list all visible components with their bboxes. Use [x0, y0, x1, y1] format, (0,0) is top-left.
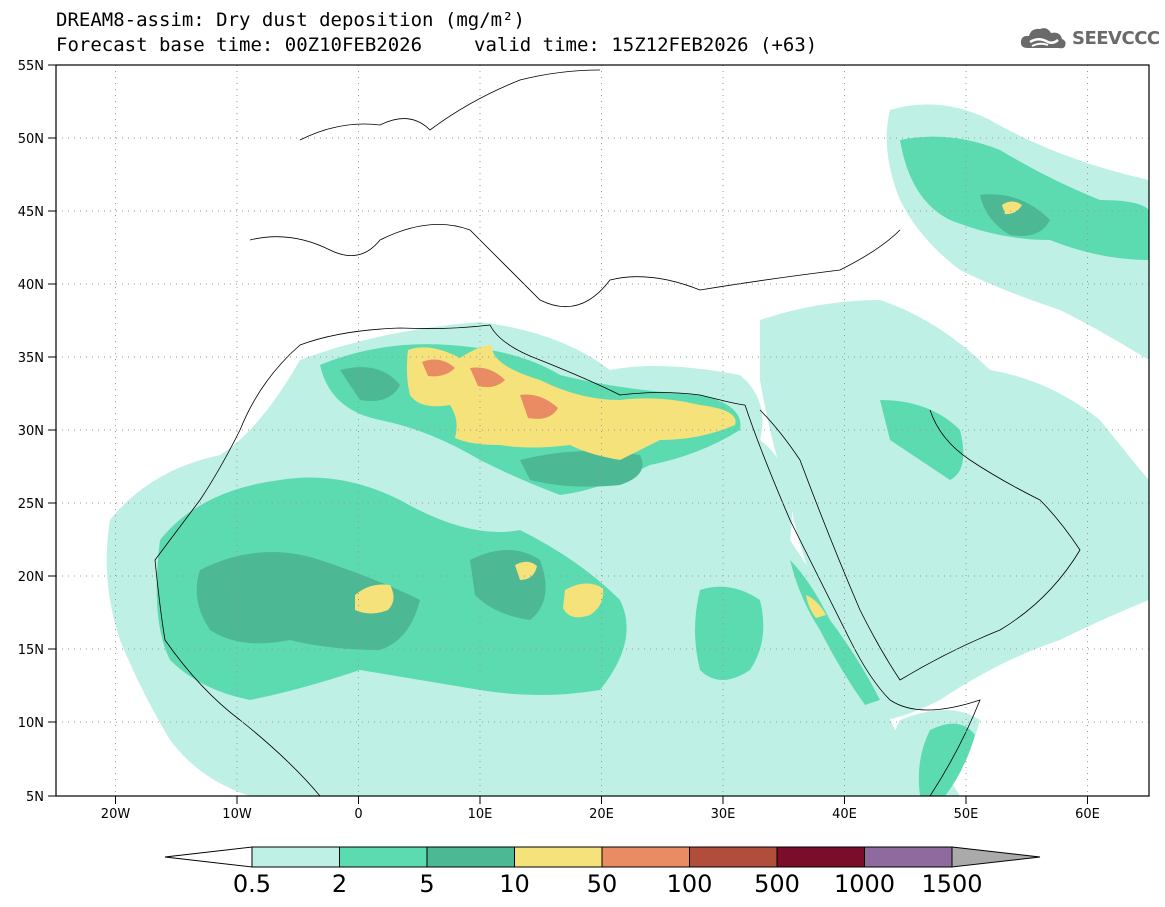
axis-ticks — [48, 64, 1088, 804]
field-l5-algeria — [422, 359, 455, 377]
map-title: DREAM8-assim: Dry dust deposition (mg/m²… — [56, 9, 525, 31]
field-l4-eritrea — [806, 595, 826, 618]
lon-label: 20W — [101, 807, 131, 822]
cloud-icon — [1020, 28, 1066, 49]
field-l3-caspian — [980, 194, 1050, 236]
dust-field — [106, 104, 1149, 796]
lon-label: 0 — [354, 807, 362, 822]
field-l3-west-africa — [196, 552, 420, 650]
colorbar-label: 50 — [587, 870, 618, 898]
colorbar-segment — [689, 846, 778, 868]
lat-label: 50N — [18, 132, 44, 147]
colorbar-label: 100 — [667, 870, 713, 898]
colorbar-segment — [426, 846, 515, 868]
colorbar: 0.5 2 5 10 50 100 500 1000 1500 — [164, 846, 1041, 898]
lon-label: 10W — [222, 807, 252, 822]
colorbar-label: 0.5 — [233, 870, 271, 898]
lat-label: 15N — [18, 643, 44, 658]
coast-europe — [249, 224, 901, 307]
colorbar-label: 10 — [499, 870, 530, 898]
coast-north-africa — [239, 324, 746, 431]
lat-label: 30N — [18, 424, 44, 439]
colorbar-segment — [601, 846, 690, 868]
field-l2-sudan — [695, 586, 764, 680]
colorbar-label: 5 — [419, 870, 434, 898]
lon-label: 10E — [468, 807, 493, 822]
coast-horn — [889, 699, 981, 796]
field-l5-libya — [470, 367, 505, 388]
field-l2-red-sea — [790, 560, 880, 705]
seevccc-logo: SEEVCCC — [1018, 24, 1160, 52]
coast-europe-north — [299, 69, 601, 141]
base-time: Forecast base time: 00Z10FEB2026 — [56, 34, 423, 56]
field-l3-algeria — [340, 367, 400, 401]
colorbar-label: 1000 — [834, 870, 895, 898]
colorbar-segment — [339, 846, 428, 868]
lat-label: 55N — [18, 59, 44, 74]
coast-arabia — [759, 409, 1081, 681]
field-l4-chad-north — [515, 561, 537, 580]
lat-label: 20N — [18, 570, 44, 585]
lat-label: 40N — [18, 278, 44, 293]
colorbar-label: 1500 — [921, 870, 982, 898]
field-l2-caspian — [900, 136, 1149, 260]
field-l4-caspian — [1002, 201, 1022, 215]
coast-red-sea-west — [744, 404, 891, 701]
lat-label: 45N — [18, 205, 44, 220]
coastlines — [154, 69, 1081, 796]
field-l4-niger — [355, 584, 394, 614]
field-l4-chad — [563, 583, 604, 618]
field-l5-libya-south — [520, 394, 558, 419]
lat-label: 10N — [18, 716, 44, 731]
lat-label: 25N — [18, 497, 44, 512]
field-l2-gulf — [880, 400, 964, 480]
colorbar-segment — [776, 846, 865, 868]
lon-label: 40E — [832, 807, 857, 822]
coast-west-africa — [154, 429, 321, 796]
graticule — [56, 65, 1149, 796]
field-l3-libya — [520, 451, 643, 487]
colorbar-segment — [514, 846, 603, 868]
colorbar-segment — [251, 846, 340, 868]
lat-label: 5N — [26, 790, 44, 805]
lon-label: 30E — [711, 807, 736, 822]
colorbar-label: 500 — [754, 870, 800, 898]
colorbar-segment — [864, 846, 953, 868]
lat-label: 35N — [18, 351, 44, 366]
colorbar-label: 2 — [332, 870, 347, 898]
lon-label: 60E — [1075, 807, 1100, 822]
logo-text: SEEVCCC — [1072, 27, 1160, 49]
field-l1-arabia — [760, 300, 1149, 720]
lon-label: 20E — [589, 807, 614, 822]
valid-time: valid time: 15Z12FEB2026 (+63) — [474, 34, 818, 56]
lon-label: 50E — [954, 807, 979, 822]
forecast-times: Forecast base time: 00Z10FEB2026 valid ti… — [56, 35, 817, 55]
colorbar-under-triangle — [164, 846, 253, 868]
colorbar-over-triangle — [951, 846, 1041, 868]
